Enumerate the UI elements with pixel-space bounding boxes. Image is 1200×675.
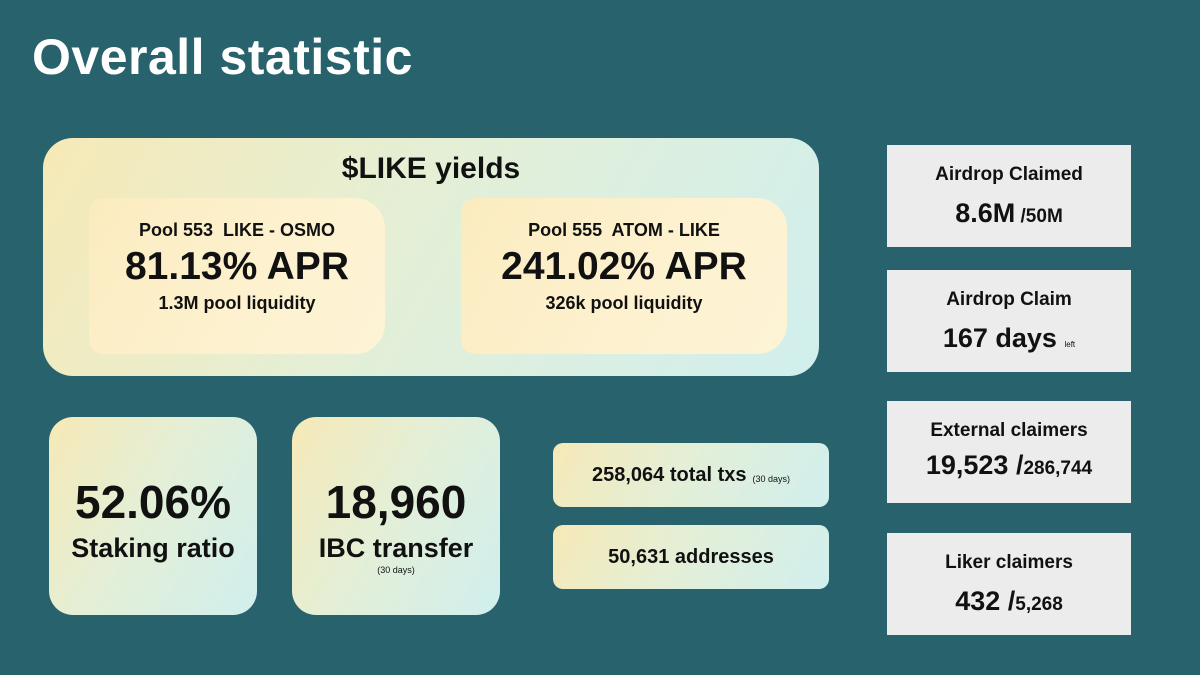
pool-card-553: Pool 553 LIKE - OSMO 81.13% APR 1.3M poo… bbox=[89, 198, 385, 354]
total-txs-card: 258,064 total txs (30 days) bbox=[553, 443, 829, 507]
airdrop-claimed-value: 8.6M bbox=[955, 198, 1016, 228]
ibc-transfer-label: IBC transfer bbox=[318, 533, 474, 563]
pool-apr: 81.13% APR bbox=[124, 245, 349, 288]
addresses-card: 50,631 addresses bbox=[553, 525, 829, 589]
ibc-transfer-value: 18,960 bbox=[325, 476, 467, 528]
liker-claimers-box: Liker claimers 432 /5,268 bbox=[887, 533, 1131, 635]
pool-card-555: Pool 555 ATOM - LIKE 241.02% APR 326k po… bbox=[461, 198, 787, 354]
staking-ratio-value: 52.06% bbox=[74, 476, 231, 528]
staking-ratio-label: Staking ratio bbox=[71, 533, 235, 563]
liker-claimers-label: Liker claimers bbox=[945, 552, 1073, 573]
ibc-transfer-card: 18,960 IBC transfer (30 days) bbox=[292, 417, 500, 615]
airdrop-claimed-total: /50M bbox=[1015, 206, 1063, 227]
airdrop-claim-left: left bbox=[1064, 340, 1076, 349]
pool-name: Pool 555 ATOM - LIKE bbox=[528, 220, 720, 240]
airdrop-claim-days: 167 days bbox=[942, 323, 1057, 353]
airdrop-claim-value-row: 167 days left bbox=[887, 323, 1131, 354]
liker-claimers-value-row: 432 /5,268 bbox=[887, 586, 1131, 617]
airdrop-claim-label: Airdrop Claim bbox=[946, 289, 1072, 310]
external-claimers-value-row: 19,523 /286,744 bbox=[887, 450, 1131, 481]
ibc-transfer-period: (30 days) bbox=[377, 565, 415, 575]
airdrop-claim-box: Airdrop Claim 167 days left bbox=[887, 270, 1131, 372]
liker-claimers-total: 5,268 bbox=[1015, 594, 1063, 615]
external-claimers-box: External claimers 19,523 /286,744 bbox=[887, 401, 1131, 503]
pool-liquidity: 1.3M pool liquidity bbox=[158, 293, 316, 313]
addresses-text: 50,631 addresses bbox=[608, 545, 774, 568]
airdrop-claimed-box: Airdrop Claimed 8.6M /50M bbox=[887, 145, 1131, 247]
staking-ratio-card: 52.06% Staking ratio bbox=[49, 417, 257, 615]
total-txs-text: 258,064 total txs bbox=[591, 463, 747, 486]
external-claimers-label: External claimers bbox=[930, 420, 1088, 441]
liker-claimers-value: 432 / bbox=[955, 586, 1016, 616]
page-title: Overall statistic bbox=[32, 29, 413, 85]
total-txs-period: (30 days) bbox=[752, 474, 791, 484]
yields-title: $LIKE yields bbox=[341, 152, 521, 185]
airdrop-claimed-value-row: 8.6M /50M bbox=[887, 198, 1131, 229]
external-claimers-value: 19,523 / bbox=[925, 450, 1024, 480]
pool-name: Pool 553 LIKE - OSMO bbox=[138, 220, 336, 240]
like-yields-panel: $LIKE yields Pool 553 LIKE - OSMO 81.13%… bbox=[43, 138, 819, 376]
airdrop-claimed-label: Airdrop Claimed bbox=[935, 164, 1083, 185]
external-claimers-total: 286,744 bbox=[1023, 458, 1093, 479]
pool-liquidity: 326k pool liquidity bbox=[545, 293, 703, 313]
pool-apr: 241.02% APR bbox=[501, 245, 747, 288]
